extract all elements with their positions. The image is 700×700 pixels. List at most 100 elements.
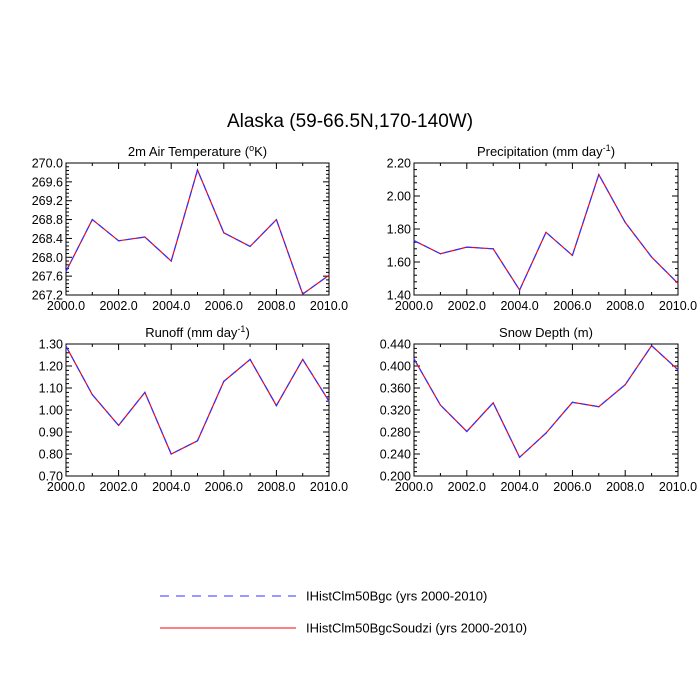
x-tick-label: 2006.0 — [205, 299, 243, 313]
x-tick-label: 2000.0 — [395, 299, 433, 313]
y-tick-label: 0.240 — [380, 448, 411, 462]
data-point — [545, 231, 547, 233]
x-tick-label: 2006.0 — [553, 299, 591, 313]
data-point — [249, 358, 251, 360]
data-point — [196, 440, 199, 442]
x-tick-label: 2002.0 — [99, 480, 137, 494]
data-point — [492, 248, 494, 250]
x-tick-label: 2000.0 — [47, 480, 85, 494]
data-point — [492, 402, 494, 404]
panel-0: 2m Air Temperature (oK) 267.2 267.6 268.0 26… — [32, 143, 348, 313]
data-point — [144, 236, 146, 238]
series-line-1 — [65, 168, 330, 296]
panel-title-suffix: K) — [254, 144, 267, 159]
series-line-0 — [65, 168, 330, 296]
data-point — [118, 424, 120, 426]
y-tick-label: 268.4 — [32, 232, 63, 246]
data-point — [624, 221, 626, 223]
data-point — [275, 405, 277, 407]
panel-title-superscript: o — [249, 143, 254, 153]
x-tick-label: 2010.0 — [659, 299, 697, 313]
x-tick-label: 2006.0 — [205, 480, 243, 494]
data-point — [571, 254, 574, 256]
data-point — [65, 345, 67, 347]
y-tick-label: 268.0 — [32, 251, 63, 265]
y-tick-label: 1.20 — [39, 360, 63, 374]
x-tick-label: 2010.0 — [310, 480, 348, 494]
panel-title-text: Precipitation (mm day — [477, 144, 603, 159]
x-tick-label: 2004.0 — [152, 480, 190, 494]
y-tick-label: 0.90 — [39, 426, 63, 440]
y-tick-label: 0.80 — [39, 448, 63, 462]
data-point — [223, 232, 225, 234]
data-point — [65, 270, 67, 273]
y-tick-label: 1.30 — [39, 338, 63, 352]
y-tick-label: 269.2 — [32, 194, 63, 208]
series-line-0 — [65, 345, 330, 455]
x-tick-label: 2006.0 — [553, 480, 591, 494]
axes-frame — [413, 162, 679, 296]
y-tick-label: 0.200 — [380, 470, 411, 484]
data-point — [466, 430, 468, 433]
panels: 2m Air Temperature (oK) 267.2 267.6 268.0 26… — [32, 143, 697, 494]
y-tick-label: 1.10 — [39, 382, 63, 396]
x-tick-label: 2002.0 — [448, 299, 486, 313]
x-tick-label: 2010.0 — [310, 299, 348, 313]
data-point — [328, 274, 330, 276]
axes-frame — [65, 162, 330, 296]
y-tick-label: 267.6 — [32, 270, 63, 284]
data-point — [677, 282, 679, 285]
x-tick-label: 2008.0 — [606, 299, 644, 313]
data-point — [651, 345, 653, 347]
x-tick-label: 2008.0 — [606, 480, 644, 494]
x-tick-label: 2004.0 — [152, 299, 190, 313]
data-point — [118, 240, 120, 242]
data-point — [598, 406, 600, 408]
data-point — [519, 289, 521, 291]
series-line-1 — [413, 344, 679, 459]
y-tick-label: 267.2 — [32, 289, 63, 303]
data-point — [302, 358, 304, 360]
data-point — [651, 256, 653, 258]
y-tick-label: 268.8 — [32, 213, 63, 227]
data-point — [571, 401, 574, 403]
x-tick-label: 2004.0 — [500, 480, 538, 494]
data-point — [196, 169, 199, 171]
y-tick-label: 2.20 — [387, 157, 411, 171]
panel-title-text: Snow Depth (m) — [499, 325, 593, 340]
x-tick-label: 2008.0 — [257, 299, 295, 313]
panel-title: Snow Depth (m) — [499, 325, 593, 340]
data-point — [677, 369, 679, 371]
panel-2: Runoff (mm day-1) 0.70 0.80 0.90 1.00 1.10 1.2… — [39, 324, 349, 494]
data-point — [413, 358, 415, 360]
panel-title-superscript: -1 — [237, 324, 245, 334]
y-tick-label: 1.60 — [387, 256, 411, 270]
data-point — [275, 218, 277, 221]
y-tick-label: 0.320 — [380, 404, 411, 418]
panel-1: Precipitation (mm day-1) 1.40 1.60 1.80 2.00… — [387, 143, 698, 313]
legend: IHistClm50Bgc (yrs 2000-2010) IHistClm50B… — [160, 589, 527, 636]
series-line-0 — [413, 173, 679, 292]
data-point — [466, 246, 468, 248]
panel-title-suffix: ) — [611, 144, 615, 159]
panel-title: 2m Air Temperature (oK) — [128, 143, 267, 159]
data-point — [519, 456, 521, 458]
data-point — [545, 432, 547, 434]
data-point — [91, 394, 93, 396]
data-point — [328, 400, 330, 402]
y-tick-label: 1.00 — [39, 404, 63, 418]
x-tick-label: 2010.0 — [659, 480, 697, 494]
data-point — [249, 245, 251, 248]
y-tick-label: 269.6 — [32, 175, 63, 189]
panel-title: Runoff (mm day-1) — [145, 324, 250, 340]
x-tick-label: 2002.0 — [448, 480, 486, 494]
data-point — [170, 453, 172, 455]
data-point — [439, 404, 441, 406]
data-point — [413, 239, 415, 242]
data-point — [302, 293, 304, 295]
panel-title-text: 2m Air Temperature ( — [128, 144, 250, 159]
y-tick-label: 0.440 — [380, 338, 411, 352]
series-line-0 — [413, 344, 679, 459]
y-tick-label: 2.00 — [387, 190, 411, 204]
